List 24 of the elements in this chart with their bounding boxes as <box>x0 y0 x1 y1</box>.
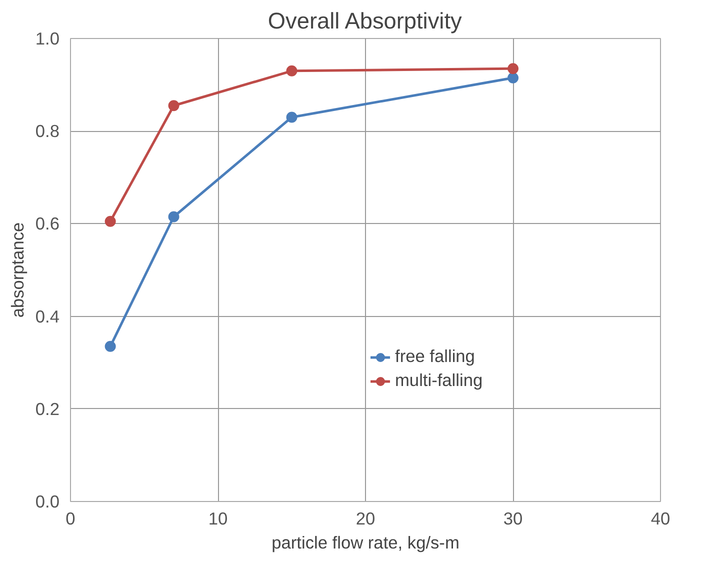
chart-title: Overall Absorptivity <box>268 8 462 34</box>
x-tick-label: 30 <box>503 508 523 528</box>
y-axis-title: absorptance <box>7 222 28 318</box>
x-tick-label: 10 <box>208 508 228 528</box>
x-tick-label: 20 <box>356 508 376 528</box>
point <box>508 63 518 74</box>
x-axis-title: particle flow rate, kg/s-m <box>272 532 460 552</box>
y-tick-label: 0.8 <box>35 121 60 142</box>
y-tick-label: 0.2 <box>35 398 60 419</box>
y-tick-label: 0.0 <box>35 492 60 512</box>
y-tick-label: 1.0 <box>35 28 60 48</box>
point <box>168 211 180 222</box>
point <box>104 340 116 352</box>
x-tick-label: 0 <box>66 508 76 528</box>
point <box>168 100 180 112</box>
y-tick-label: 0.4 <box>35 306 60 326</box>
point <box>286 112 298 123</box>
legend-label: multi-falling <box>395 370 483 391</box>
x-tick-label: 40 <box>650 508 670 528</box>
point <box>286 65 298 76</box>
point <box>104 216 116 227</box>
y-tick-label: 0.6 <box>35 214 60 234</box>
point <box>508 72 518 84</box>
legend-label: free falling <box>395 346 475 367</box>
